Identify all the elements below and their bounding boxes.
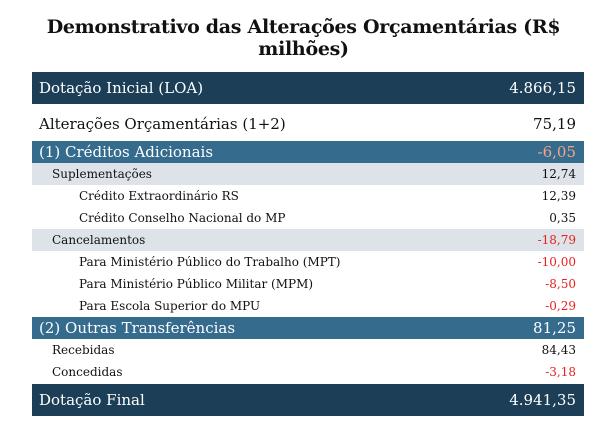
row-value: -10,00 <box>537 255 576 269</box>
row-label: Para Ministério Público Militar (MPM) <box>79 277 314 291</box>
row-value: 81,25 <box>533 319 576 337</box>
row-label: (1) Créditos Adicionais <box>39 143 214 161</box>
row-value: 0,35 <box>549 211 576 225</box>
page-title: Demonstrativo das Alterações Orçamentári… <box>46 16 561 60</box>
row-label: Recebidas <box>52 343 115 357</box>
row-value: 84,43 <box>541 343 576 357</box>
table-row: Crédito Conselho Nacional do MP 0,35 <box>32 207 584 229</box>
row-label: Alterações Orçamentárias (1+2) <box>39 115 286 133</box>
row-label: Dotação Inicial (LOA) <box>39 79 204 97</box>
table-row: Para Ministério Público Militar (MPM) -8,… <box>32 273 584 295</box>
budget-table: Dotação Inicial (LOA) 4.866,15 Alterações… <box>32 72 584 416</box>
row-label: Suplementações <box>52 167 152 181</box>
row-value: -3,18 <box>545 365 576 379</box>
table-row: Recebidas 84,43 <box>32 339 584 361</box>
row-label: Crédito Conselho Nacional do MP <box>79 211 286 225</box>
row-value: 4.866,15 <box>509 79 576 97</box>
row-label: Dotação Final <box>39 391 145 409</box>
row-label: (2) Outras Transferências <box>39 319 236 337</box>
row-value: -18,79 <box>537 233 576 247</box>
row-creditos-adicionais: (1) Créditos Adicionais -6,05 <box>32 141 584 163</box>
row-value: -0,29 <box>545 299 576 313</box>
table-row: Para Escola Superior do MPU -0,29 <box>32 295 584 317</box>
row-suplementacoes: Suplementações 12,74 <box>32 163 584 185</box>
row-label: Cancelamentos <box>52 233 146 247</box>
table-row: Para Ministério Público do Trabalho (MPT… <box>32 251 584 273</box>
row-value: 75,19 <box>533 115 576 133</box>
row-dotacao-inicial: Dotação Inicial (LOA) 4.866,15 <box>32 72 584 104</box>
row-value: 4.941,35 <box>509 391 576 409</box>
row-label: Para Ministério Público do Trabalho (MPT… <box>79 255 341 269</box>
row-value: 12,39 <box>541 189 576 203</box>
row-label: Concedidas <box>52 365 123 379</box>
table-row: Crédito Extraordinário RS 12,39 <box>32 185 584 207</box>
row-outras-transferencias: (2) Outras Transferências 81,25 <box>32 317 584 339</box>
row-label: Para Escola Superior do MPU <box>79 299 261 313</box>
table-row: Concedidas -3,18 <box>32 361 584 383</box>
row-label: Crédito Extraordinário RS <box>79 189 239 203</box>
row-dotacao-final: Dotação Final 4.941,35 <box>32 384 584 416</box>
row-alteracoes: Alterações Orçamentárias (1+2) 75,19 <box>32 108 584 140</box>
row-cancelamentos: Cancelamentos -18,79 <box>32 229 584 251</box>
row-value: -8,50 <box>545 277 576 291</box>
row-value: -6,05 <box>537 143 576 161</box>
row-value: 12,74 <box>541 167 576 181</box>
